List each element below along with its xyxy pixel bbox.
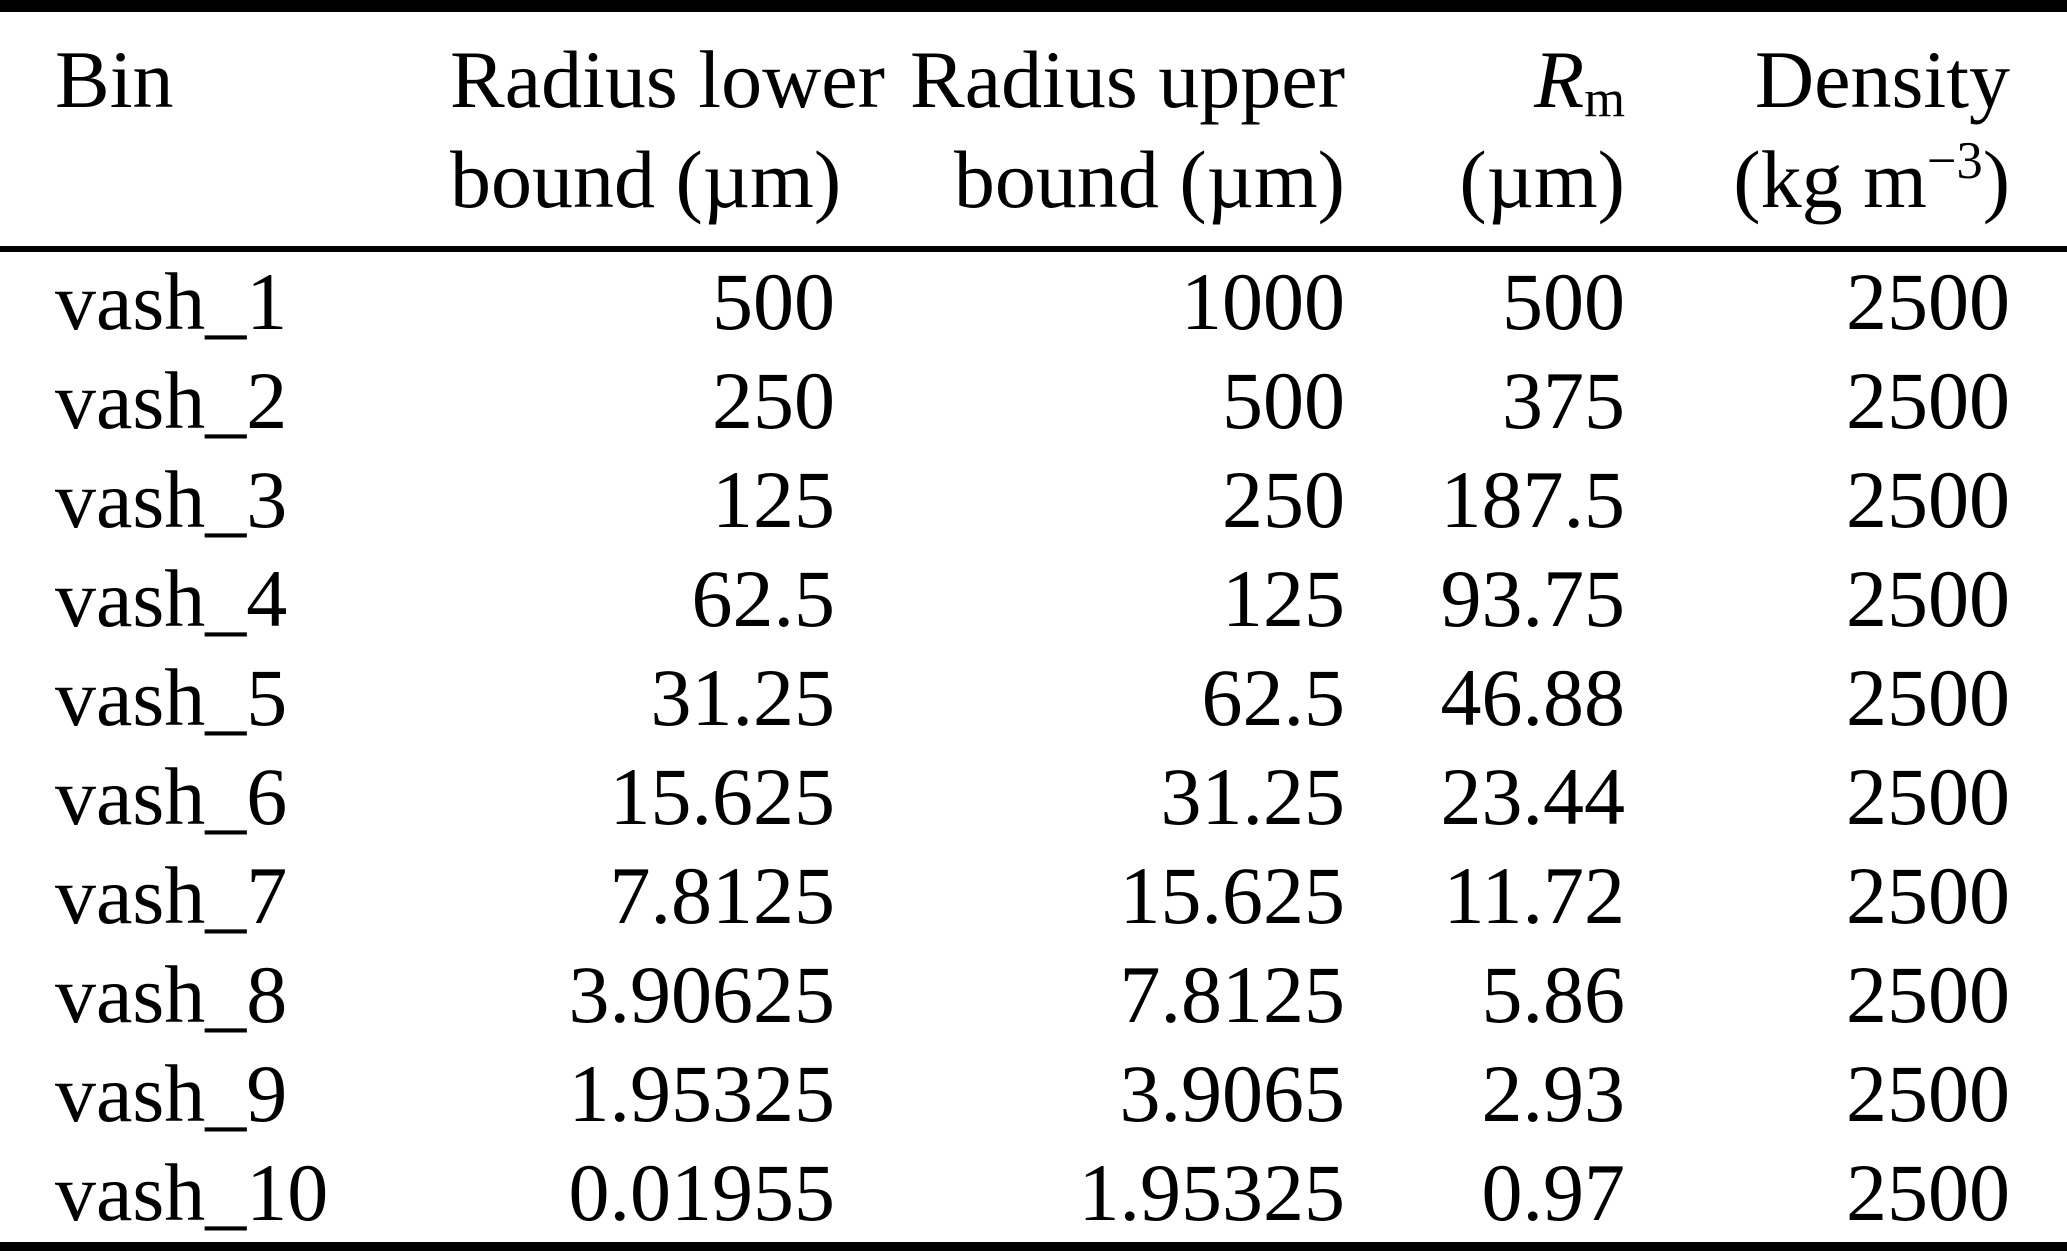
table-row: vash_1 500 1000 500 2500 bbox=[0, 249, 2067, 351]
header-radius-upper-line2: bound (µm) bbox=[953, 134, 1345, 225]
density-unit-open: (kg m bbox=[1733, 134, 1927, 225]
header-density-unit: (kg m−3) bbox=[1625, 130, 2010, 230]
header-row: Bin Radius lower bound (µm) Radius upper… bbox=[0, 6, 2067, 252]
rm-cell: 375 bbox=[1502, 355, 1625, 446]
rm-subscript: m bbox=[1584, 70, 1625, 129]
upper-bound-cell: 125 bbox=[1222, 553, 1345, 644]
table-row: vash_9 1.95325 3.9065 2.93 2500 bbox=[0, 1044, 2067, 1143]
lower-bound-cell: 250 bbox=[712, 355, 835, 446]
rm-cell: 11.72 bbox=[1443, 850, 1625, 941]
density-cell: 2500 bbox=[1846, 949, 2010, 1040]
header-radius-upper-line1: Radius upper bbox=[910, 34, 1345, 125]
table-header: Bin Radius lower bound (µm) Radius upper… bbox=[0, 6, 2067, 252]
density-unit-close: ) bbox=[1982, 134, 2010, 225]
rm-cell: 187.5 bbox=[1440, 454, 1626, 545]
header-density-line1: Density bbox=[1754, 34, 2010, 125]
bin-cell: vash_2 bbox=[55, 355, 288, 446]
lower-bound-cell: 125 bbox=[712, 454, 835, 545]
density-cell: 2500 bbox=[1846, 751, 2010, 842]
table-row: vash_10 0.01955 1.95325 0.97 2500 bbox=[0, 1143, 2067, 1247]
bin-cell: vash_7 bbox=[55, 850, 288, 941]
header-radius-upper: Radius upper bound (µm) bbox=[835, 6, 1345, 252]
upper-bound-cell: 31.25 bbox=[1160, 751, 1346, 842]
bin-cell: vash_4 bbox=[55, 553, 288, 644]
lower-bound-cell: 31.25 bbox=[650, 652, 836, 743]
bin-cell: vash_9 bbox=[55, 1048, 288, 1139]
density-cell: 2500 bbox=[1846, 1048, 2010, 1139]
rm-cell: 5.86 bbox=[1481, 949, 1626, 1040]
table-row: vash_2 250 500 375 2500 bbox=[0, 351, 2067, 450]
rm-cell: 93.75 bbox=[1440, 553, 1626, 644]
upper-bound-cell: 3.9065 bbox=[1119, 1048, 1346, 1139]
upper-bound-cell: 7.8125 bbox=[1119, 949, 1346, 1040]
rm-cell: 0.97 bbox=[1481, 1147, 1626, 1238]
bin-cell: vash_3 bbox=[55, 454, 288, 545]
table-row: vash_4 62.5 125 93.75 2500 bbox=[0, 549, 2067, 648]
header-rm-symbol-line: Rm bbox=[1345, 30, 1625, 130]
upper-bound-cell: 15.625 bbox=[1119, 850, 1346, 941]
upper-bound-cell: 62.5 bbox=[1201, 652, 1346, 743]
upper-bound-cell: 250 bbox=[1222, 454, 1345, 545]
header-bin: Bin bbox=[0, 6, 450, 252]
table-row: vash_8 3.90625 7.8125 5.86 2500 bbox=[0, 945, 2067, 1044]
bin-cell: vash_5 bbox=[55, 652, 288, 743]
lower-bound-cell: 7.8125 bbox=[609, 850, 836, 941]
lower-bound-cell: 15.625 bbox=[609, 751, 836, 842]
bin-cell: vash_8 bbox=[55, 949, 288, 1040]
rm-symbol: R bbox=[1534, 34, 1585, 125]
table-body: vash_1 500 1000 500 2500 vash_2 250 500 … bbox=[0, 249, 2067, 1247]
rm-cell: 500 bbox=[1502, 256, 1625, 347]
rm-cell: 23.44 bbox=[1440, 751, 1626, 842]
bin-cell: vash_6 bbox=[55, 751, 288, 842]
header-radius-lower-line1: Radius lower bbox=[450, 34, 885, 125]
lower-bound-cell: 3.90625 bbox=[568, 949, 836, 1040]
upper-bound-cell: 1.95325 bbox=[1078, 1147, 1346, 1238]
bin-cell: vash_10 bbox=[55, 1147, 329, 1238]
bin-cell: vash_1 bbox=[55, 256, 288, 347]
upper-bound-cell: 1000 bbox=[1181, 256, 1345, 347]
lower-bound-cell: 1.95325 bbox=[568, 1048, 836, 1139]
rm-cell: 2.93 bbox=[1481, 1048, 1626, 1139]
lower-bound-cell: 500 bbox=[712, 256, 835, 347]
header-radius-lower-line2: bound (µm) bbox=[450, 134, 842, 225]
table-row: vash_5 31.25 62.5 46.88 2500 bbox=[0, 648, 2067, 747]
header-radius-lower: Radius lower bound (µm) bbox=[450, 6, 885, 252]
lower-bound-cell: 0.01955 bbox=[568, 1147, 836, 1238]
header-rm: Rm (µm) bbox=[1345, 6, 1625, 252]
rm-cell: 46.88 bbox=[1440, 652, 1626, 743]
header-rm-unit: (µm) bbox=[1459, 134, 1625, 225]
table-row: vash_3 125 250 187.5 2500 bbox=[0, 450, 2067, 549]
table-row: vash_7 7.8125 15.625 11.72 2500 bbox=[0, 846, 2067, 945]
upper-bound-cell: 500 bbox=[1222, 355, 1345, 446]
header-bin-label: Bin bbox=[55, 34, 174, 125]
table-row: vash_6 15.625 31.25 23.44 2500 bbox=[0, 747, 2067, 846]
density-cell: 2500 bbox=[1846, 454, 2010, 545]
density-cell: 2500 bbox=[1846, 850, 2010, 941]
header-density: Density (kg m−3) bbox=[1625, 6, 2067, 252]
density-cell: 2500 bbox=[1846, 355, 2010, 446]
density-cell: 2500 bbox=[1846, 553, 2010, 644]
density-cell: 2500 bbox=[1846, 256, 2010, 347]
lower-bound-cell: 62.5 bbox=[691, 553, 836, 644]
density-cell: 2500 bbox=[1846, 1147, 2010, 1238]
density-exponent: −3 bbox=[1926, 132, 1983, 191]
density-cell: 2500 bbox=[1846, 652, 2010, 743]
